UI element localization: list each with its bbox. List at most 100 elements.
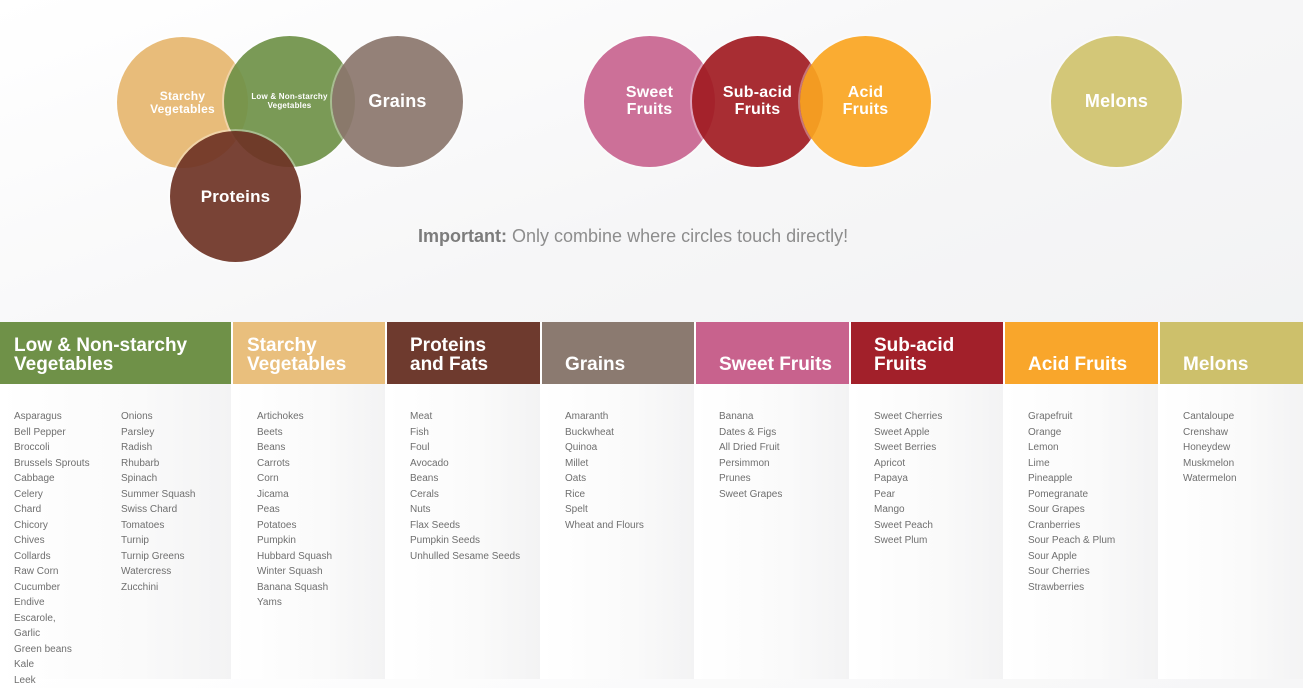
list-item: Celery [14, 487, 121, 503]
column-header: Melons [1160, 322, 1303, 384]
circle-sweet-fruits-label: Sweet Fruits [626, 85, 673, 119]
list-item: Beans [410, 471, 520, 487]
list-item: Sour Cherries [1028, 564, 1115, 580]
list-item: Wheat and Flours [565, 518, 644, 534]
column-header: Sub-acid Fruits [851, 322, 1003, 384]
list-item: Beets [257, 425, 332, 441]
list-item: Cucumber [14, 580, 121, 596]
list-item: Bell Pepper [14, 425, 121, 441]
list-item: Buckwheat [565, 425, 644, 441]
list-item: Sweet Grapes [719, 487, 782, 503]
list-item: Chicory [14, 518, 121, 534]
list-item: Sweet Apple [874, 425, 942, 441]
circle-acid-fruits: Acid Fruits [800, 36, 931, 167]
list-item: Sweet Peach [874, 518, 942, 534]
list-item: Amaranth [565, 409, 644, 425]
list-item: Artichokes [257, 409, 332, 425]
column-header: Starchy Vegetables [233, 322, 385, 384]
list-item: Millet [565, 456, 644, 472]
list-item: Pineapple [1028, 471, 1115, 487]
list-item: Quinoa [565, 440, 644, 456]
list-item: Dates & Figs [719, 425, 782, 441]
list-item: Winter Squash [257, 564, 332, 580]
list-item: Onions [121, 409, 195, 425]
list-item: Corn [257, 471, 332, 487]
food-combining-diagram: Starchy Vegetables Low & Non-starchy Veg… [0, 0, 1303, 320]
list-item: Raw Corn [14, 564, 121, 580]
circle-grains: Grains [332, 36, 463, 167]
list-item: Unhulled Sesame Seeds [410, 549, 520, 565]
list-item: Apricot [874, 456, 942, 472]
list-item: Swiss Chard [121, 502, 195, 518]
list-item: Endive [14, 595, 121, 611]
list-item: Lime [1028, 456, 1115, 472]
list-item: Avocado [410, 456, 520, 472]
list-item: Pumpkin Seeds [410, 533, 520, 549]
list-item: Brussels Sprouts [14, 456, 121, 472]
list-item: Banana [719, 409, 782, 425]
list-item: Grapefruit [1028, 409, 1115, 425]
list-item: Rhubarb [121, 456, 195, 472]
column-header: Grains [542, 322, 694, 384]
list-item: Cranberries [1028, 518, 1115, 534]
important-note-label: Important: [418, 226, 507, 246]
circle-sub-acid-fruits-label: Sub-acid Fruits [723, 85, 792, 119]
list-item: Hubbard Squash [257, 549, 332, 565]
circle-melons-label: Melons [1085, 92, 1148, 111]
list-item: Radish [121, 440, 195, 456]
list-item: Zucchini [121, 580, 195, 596]
list-item: Peas [257, 502, 332, 518]
circle-proteins-label: Proteins [201, 188, 271, 206]
list-item: Cerals [410, 487, 520, 503]
list-item: Orange [1028, 425, 1115, 441]
circle-acid-fruits-label: Acid Fruits [843, 85, 889, 119]
list-item: Sweet Berries [874, 440, 942, 456]
list-item: Yams [257, 595, 332, 611]
list-item: Mango [874, 502, 942, 518]
list-item: Turnip Greens [121, 549, 195, 565]
list-item: Chives [14, 533, 121, 549]
list-item: Strawberries [1028, 580, 1115, 596]
circle-grains-label: Grains [368, 92, 426, 111]
list-item: Rice [565, 487, 644, 503]
important-note: Important: Only combine where circles to… [418, 226, 848, 247]
list-item: Lemon [1028, 440, 1115, 456]
list-item: Cabbage [14, 471, 121, 487]
list-item: Sour Grapes [1028, 502, 1115, 518]
list-item: Watercress [121, 564, 195, 580]
list-item: Watermelon [1183, 471, 1237, 487]
list-item: Tomatoes [121, 518, 195, 534]
list-item: Prunes [719, 471, 782, 487]
list-item: Pear [874, 487, 942, 503]
list-item: Flax Seeds [410, 518, 520, 534]
list-item: Banana Squash [257, 580, 332, 596]
list-item: Garlic [14, 626, 121, 642]
list-item: Persimmon [719, 456, 782, 472]
circle-low-non-starchy-vegetables-label: Low & Non-starchy Vegetables [251, 93, 327, 110]
circle-melons: Melons [1051, 36, 1182, 167]
important-note-text: Only combine where circles touch directl… [512, 226, 848, 246]
column-header: Acid Fruits [1005, 322, 1158, 384]
column-header: Proteins and Fats [387, 322, 540, 384]
list-item: Sour Peach & Plum [1028, 533, 1115, 549]
list-item: Leek [14, 673, 121, 688]
list-item: Spelt [565, 502, 644, 518]
